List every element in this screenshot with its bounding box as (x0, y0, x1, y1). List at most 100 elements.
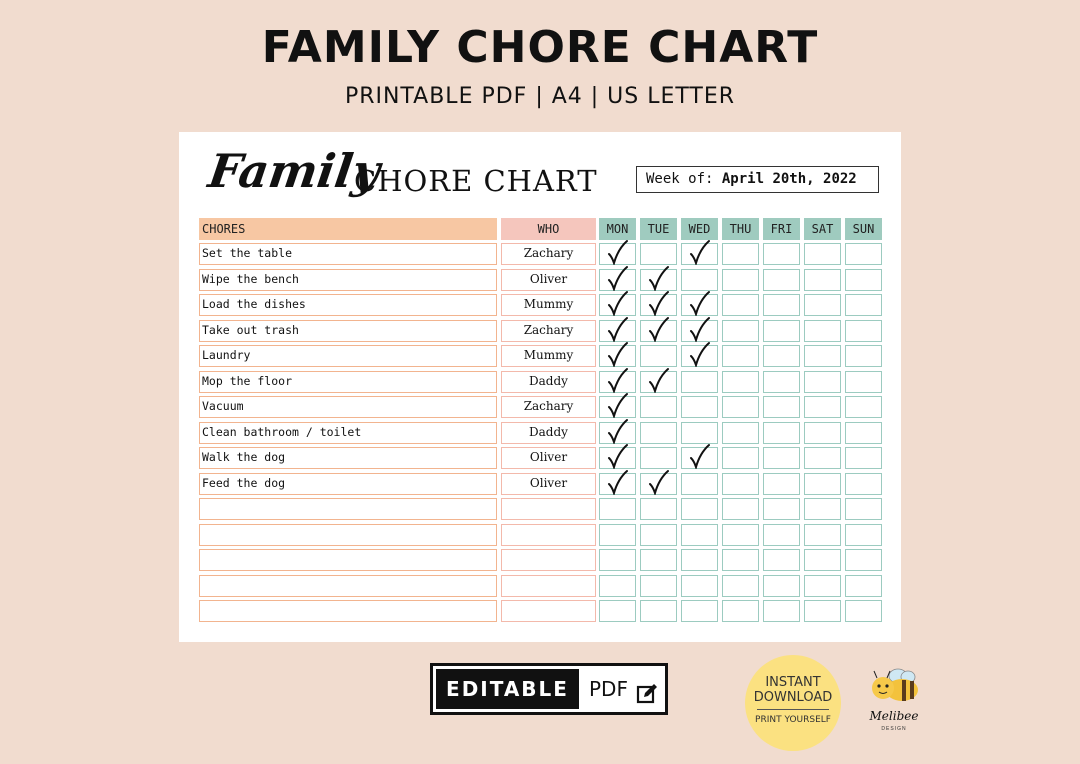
day-checkbox-cell[interactable] (845, 345, 882, 367)
who-cell[interactable]: Daddy (501, 421, 596, 444)
day-checkbox-cell[interactable] (599, 367, 636, 393)
week-of-field[interactable]: Week of: April 20th, 2022 (636, 166, 879, 193)
day-checkbox-cell[interactable] (599, 291, 636, 316)
day-checkbox-cell[interactable] (640, 574, 677, 597)
day-checkbox-cell[interactable] (763, 268, 800, 291)
day-checkbox-cell[interactable] (681, 498, 718, 520)
day-checkbox-cell[interactable] (681, 240, 718, 265)
day-checkbox-cell[interactable] (804, 396, 841, 418)
day-checkbox-cell[interactable] (845, 600, 882, 622)
who-cell[interactable]: Oliver (501, 447, 596, 469)
day-checkbox-cell[interactable] (722, 345, 759, 367)
day-checkbox-cell[interactable] (804, 472, 841, 495)
chore-cell[interactable]: Wipe the bench (199, 268, 497, 291)
day-checkbox-cell[interactable] (599, 418, 636, 444)
day-checkbox-cell[interactable] (804, 549, 841, 571)
day-checkbox-cell[interactable] (599, 444, 636, 469)
chore-cell[interactable]: Set the table (199, 243, 497, 265)
day-checkbox-cell[interactable] (763, 472, 800, 495)
day-checkbox-cell[interactable] (722, 294, 759, 316)
day-checkbox-cell[interactable] (763, 574, 800, 597)
day-checkbox-cell[interactable] (845, 549, 882, 571)
who-cell[interactable]: Mummy (501, 345, 596, 367)
day-checkbox-cell[interactable] (681, 523, 718, 546)
chore-cell[interactable]: Vacuum (199, 396, 497, 418)
who-cell[interactable]: Zachary (501, 319, 596, 342)
day-checkbox-cell[interactable] (804, 498, 841, 520)
day-checkbox-cell[interactable] (681, 472, 718, 495)
day-checkbox-cell[interactable] (722, 396, 759, 418)
day-checkbox-cell[interactable] (763, 600, 800, 622)
day-checkbox-cell[interactable] (845, 574, 882, 597)
who-cell[interactable]: Daddy (501, 370, 596, 393)
day-checkbox-cell[interactable] (640, 421, 677, 444)
day-checkbox-cell[interactable] (681, 396, 718, 418)
day-checkbox-cell[interactable] (845, 370, 882, 393)
day-checkbox-cell[interactable] (640, 243, 677, 265)
day-checkbox-cell[interactable] (599, 549, 636, 571)
day-checkbox-cell[interactable] (640, 469, 677, 495)
day-checkbox-cell[interactable] (845, 268, 882, 291)
day-checkbox-cell[interactable] (640, 600, 677, 622)
day-checkbox-cell[interactable] (763, 370, 800, 393)
day-checkbox-cell[interactable] (681, 444, 718, 469)
day-checkbox-cell[interactable] (640, 498, 677, 520)
day-checkbox-cell[interactable] (763, 294, 800, 316)
day-checkbox-cell[interactable] (640, 345, 677, 367)
chore-cell[interactable] (199, 574, 497, 597)
day-checkbox-cell[interactable] (722, 243, 759, 265)
day-checkbox-cell[interactable] (722, 523, 759, 546)
day-checkbox-cell[interactable] (640, 447, 677, 469)
day-checkbox-cell[interactable] (804, 243, 841, 265)
chore-cell[interactable]: Mop the floor (199, 370, 497, 393)
day-checkbox-cell[interactable] (763, 523, 800, 546)
day-checkbox-cell[interactable] (804, 370, 841, 393)
day-checkbox-cell[interactable] (640, 367, 677, 393)
day-checkbox-cell[interactable] (599, 316, 636, 342)
day-checkbox-cell[interactable] (722, 421, 759, 444)
day-checkbox-cell[interactable] (763, 243, 800, 265)
chore-cell[interactable]: Laundry (199, 345, 497, 367)
chore-cell[interactable] (199, 549, 497, 571)
chore-cell[interactable] (199, 600, 497, 622)
day-checkbox-cell[interactable] (845, 498, 882, 520)
day-checkbox-cell[interactable] (845, 421, 882, 444)
day-checkbox-cell[interactable] (681, 268, 718, 291)
who-cell[interactable]: Zachary (501, 396, 596, 418)
who-cell[interactable] (501, 549, 596, 571)
day-checkbox-cell[interactable] (804, 294, 841, 316)
day-checkbox-cell[interactable] (763, 421, 800, 444)
day-checkbox-cell[interactable] (640, 265, 677, 291)
day-checkbox-cell[interactable] (681, 421, 718, 444)
day-checkbox-cell[interactable] (804, 421, 841, 444)
day-checkbox-cell[interactable] (681, 370, 718, 393)
day-checkbox-cell[interactable] (722, 498, 759, 520)
day-checkbox-cell[interactable] (804, 523, 841, 546)
day-checkbox-cell[interactable] (804, 600, 841, 622)
who-cell[interactable]: Zachary (501, 243, 596, 265)
day-checkbox-cell[interactable] (845, 294, 882, 316)
day-checkbox-cell[interactable] (722, 549, 759, 571)
day-checkbox-cell[interactable] (763, 498, 800, 520)
day-checkbox-cell[interactable] (845, 523, 882, 546)
day-checkbox-cell[interactable] (599, 469, 636, 495)
day-checkbox-cell[interactable] (804, 574, 841, 597)
day-checkbox-cell[interactable] (599, 265, 636, 291)
day-checkbox-cell[interactable] (804, 319, 841, 342)
day-checkbox-cell[interactable] (845, 396, 882, 418)
day-checkbox-cell[interactable] (845, 447, 882, 469)
day-checkbox-cell[interactable] (599, 600, 636, 622)
chore-cell[interactable]: Load the dishes (199, 294, 497, 316)
chore-cell[interactable] (199, 523, 497, 546)
day-checkbox-cell[interactable] (722, 574, 759, 597)
who-cell[interactable] (501, 498, 596, 520)
day-checkbox-cell[interactable] (640, 291, 677, 316)
day-checkbox-cell[interactable] (681, 574, 718, 597)
day-checkbox-cell[interactable] (681, 291, 718, 316)
day-checkbox-cell[interactable] (722, 319, 759, 342)
day-checkbox-cell[interactable] (681, 316, 718, 342)
day-checkbox-cell[interactable] (640, 549, 677, 571)
who-cell[interactable]: Oliver (501, 268, 596, 291)
who-cell[interactable] (501, 523, 596, 546)
day-checkbox-cell[interactable] (640, 523, 677, 546)
